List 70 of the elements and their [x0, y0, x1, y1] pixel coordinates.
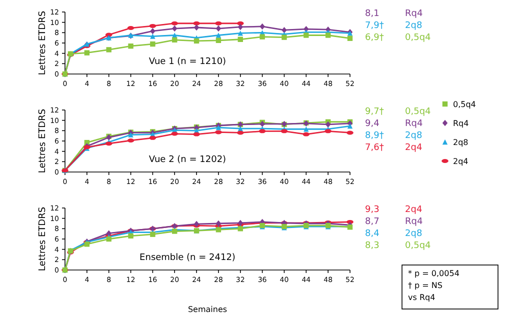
point: [216, 25, 222, 32]
text: 2q8: [405, 131, 422, 141]
point: [325, 32, 331, 38]
point: [238, 24, 243, 30]
legend-label: Rq4: [453, 119, 469, 128]
point: [194, 24, 200, 31]
point: [150, 34, 156, 39]
text: 2q4: [405, 143, 422, 153]
point: [194, 38, 200, 44]
point: [304, 32, 309, 38]
point: [194, 220, 200, 228]
text: * p = 0,0054: [408, 269, 460, 278]
point: [172, 25, 178, 32]
text: Vue 2 (n = 1202): [148, 155, 226, 165]
point: [84, 50, 90, 56]
point: [106, 47, 112, 52]
x-axis-title: Semaines: [188, 305, 228, 314]
point: [282, 26, 287, 34]
text: † p = NS: [408, 281, 442, 290]
point: [325, 121, 331, 128]
point: [260, 23, 265, 30]
data-label: 8,7: [365, 217, 380, 227]
point: [260, 34, 265, 40]
text: 2q4: [405, 205, 422, 215]
point: [150, 28, 156, 34]
point: [260, 120, 265, 128]
legend-label: 0,5q4: [453, 100, 476, 109]
point: [238, 36, 243, 42]
text: 0,5q4: [405, 107, 431, 117]
point: [128, 132, 134, 138]
text: 2q8: [405, 21, 422, 31]
data-label: 8,9†: [365, 131, 384, 141]
point: [238, 126, 243, 132]
point: [106, 230, 112, 236]
point: [347, 36, 353, 41]
point: [304, 126, 309, 132]
data-label: 7,9†: [365, 21, 384, 31]
legend-label: 2q4: [453, 157, 468, 166]
text: 2q8: [405, 229, 422, 239]
point: [150, 41, 156, 47]
y-axis-title: Lettres ETDRS: [38, 10, 48, 76]
data-label: 9,3: [365, 205, 380, 215]
data-label: 8,1: [365, 9, 380, 19]
legend-label: 2q8: [453, 138, 468, 147]
point: [216, 38, 222, 44]
text: Rq4: [405, 217, 423, 227]
text: Rq4: [405, 9, 423, 19]
point: [238, 30, 243, 36]
text: 0,5q4: [405, 33, 432, 43]
text: Ensemble (n = 2412): [140, 253, 236, 263]
text: 0,5q4: [405, 241, 432, 251]
point: [128, 233, 134, 238]
point: [216, 32, 222, 38]
point: [347, 123, 353, 129]
y-axis-title: Lettres ETDRS: [38, 108, 48, 174]
text: Rq4: [405, 119, 423, 129]
point: [238, 220, 243, 226]
data-label: 8,4: [365, 229, 380, 239]
text: vs Rq4: [408, 293, 436, 302]
point: [282, 34, 287, 40]
data-label: 9,7†: [365, 107, 384, 117]
text: Vue 1 (n = 1210): [148, 57, 226, 67]
data-label: 8,3: [365, 241, 380, 251]
data-label: 6,9†: [365, 33, 384, 43]
point: [216, 220, 222, 227]
point: [172, 37, 178, 42]
data-label: 7,6†: [365, 143, 384, 153]
y-axis-title: Lettres ETDRS: [38, 206, 48, 272]
data-label: 9,4: [365, 119, 380, 129]
point: [128, 44, 134, 49]
